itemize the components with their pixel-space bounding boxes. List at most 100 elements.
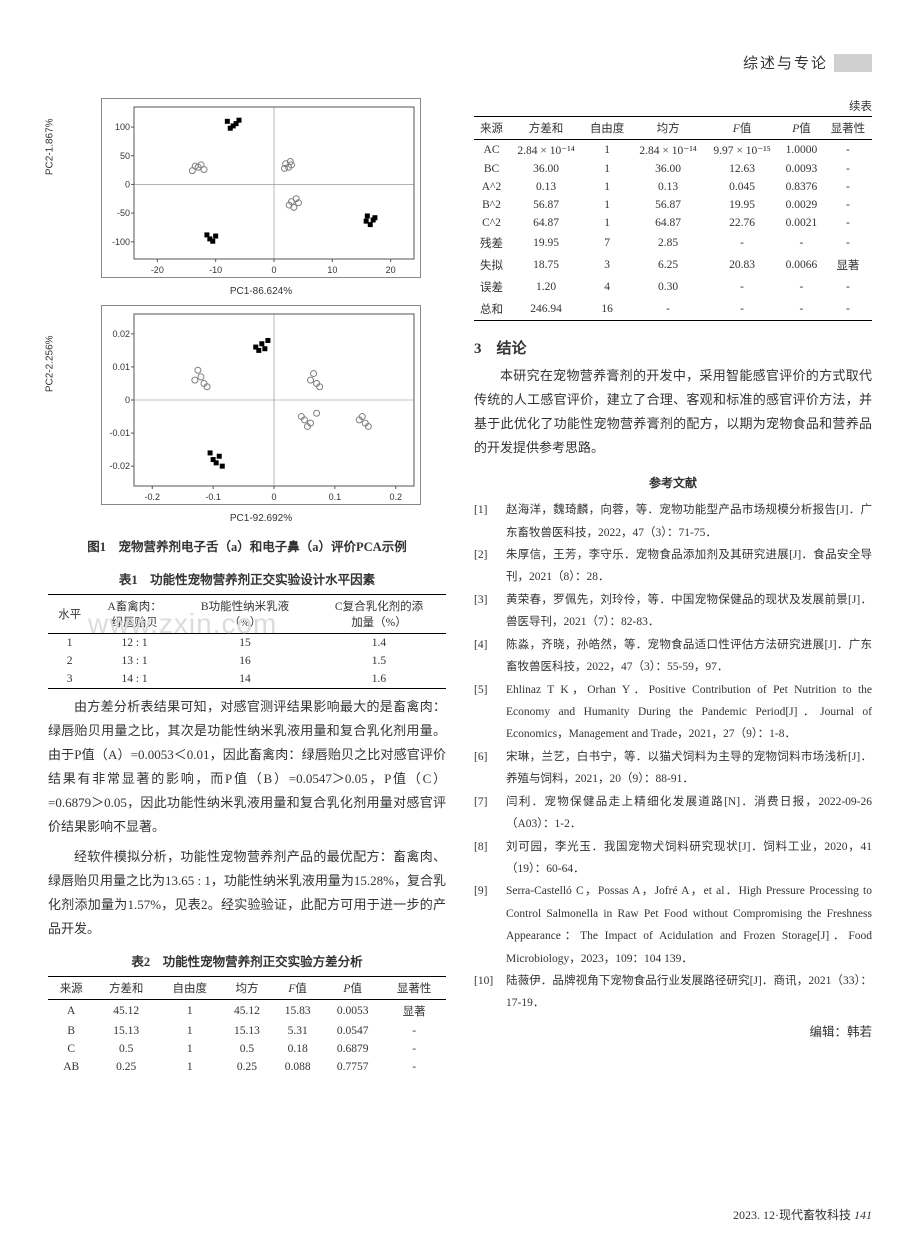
- table-header-cell: C复合乳化剂的添加量（%）: [312, 595, 446, 634]
- table-cell: 15.83: [272, 1000, 323, 1023]
- table-cell: AC: [474, 140, 509, 161]
- chart-a-xlabel: PC1-86.624%: [76, 286, 446, 297]
- reference-item: [1]赵海洋，魏琦麟，向蓉，等．宠物功能型产品市场规模分析报告[J]．广东畜牧兽…: [474, 499, 872, 544]
- table-cell: 56.87: [631, 196, 705, 214]
- table-cell: 36.00: [631, 160, 705, 178]
- footer-page: 141: [854, 1208, 872, 1222]
- table-cell: -: [382, 1058, 446, 1076]
- left-column: PC2-1.867% -20-1001020-100-50050100 PC1-…: [48, 98, 446, 1076]
- chart-b: -0.2-0.100.10.2-0.02-0.0100.010.02: [101, 305, 421, 505]
- table-header-cell: A畜禽肉：绿唇贻贝: [91, 595, 178, 634]
- chart-b-svg: -0.2-0.100.10.2-0.02-0.0100.010.02: [102, 306, 422, 506]
- svg-text:100: 100: [115, 122, 130, 132]
- reference-text: 赵海洋，魏琦麟，向蓉，等．宠物功能型产品市场规模分析报告[J]．广东畜牧兽医科技…: [506, 499, 872, 544]
- svg-text:10: 10: [327, 265, 337, 275]
- table-cell: 0.18: [272, 1040, 323, 1058]
- table-cell: A^2: [474, 178, 509, 196]
- table-cell: -: [824, 160, 872, 178]
- table-row: 残差19.9572.85---: [474, 232, 872, 254]
- table-cell: -: [824, 214, 872, 232]
- svg-text:-0.01: -0.01: [109, 428, 130, 438]
- table-cell: -: [824, 276, 872, 298]
- table-row: AB0.2510.250.0880.7757-: [48, 1058, 446, 1076]
- table3: 来源方差和自由度均方F值P值显著性 AC2.84 × 10⁻¹⁴12.84 × …: [474, 116, 872, 321]
- table-row: B^256.87156.8719.950.0029-: [474, 196, 872, 214]
- table-cell: 246.94: [509, 298, 583, 321]
- table-cell: -: [779, 232, 824, 254]
- table-cell: 0.13: [509, 178, 583, 196]
- reference-number: [8]: [474, 836, 500, 881]
- table-header-cell: P值: [779, 117, 824, 140]
- svg-text:-100: -100: [112, 237, 130, 247]
- reference-text: 陈淼，齐晓，孙皓然，等．宠物食品适口性评估方法研究进展[J]．广东畜牧兽医科技，…: [506, 634, 872, 679]
- table-cell: 1.0000: [779, 140, 824, 161]
- reference-text: 宋琳，兰艺，白书宁，等．以猫犬饲料为主导的宠物饲料市场浅析[J]．养殖与饲料，2…: [506, 746, 872, 791]
- paragraph-2: 经软件模拟分析，功能性宠物营养剂产品的最优配方：畜禽肉、绿唇贻贝用量之比为13.…: [48, 845, 446, 941]
- reference-number: [4]: [474, 634, 500, 679]
- section-3-body: 本研究在宠物营养膏剂的开发中，采用智能感官评价的方式取代传统的人工感官评价，建立…: [474, 364, 872, 460]
- header-block-icon: [834, 54, 872, 72]
- reference-item: [10]陆薇伊．品牌视角下宠物食品行业发展路径研究[J]．商讯，2021（33）…: [474, 970, 872, 1015]
- reference-number: [9]: [474, 880, 500, 970]
- table-cell: 64.87: [509, 214, 583, 232]
- table-cell: 0.088: [272, 1058, 323, 1076]
- table-cell: 12 : 1: [91, 634, 178, 653]
- table-cell: 显著: [824, 254, 872, 276]
- table-cell: 5.31: [272, 1022, 323, 1040]
- reference-number: [7]: [474, 791, 500, 836]
- svg-text:-20: -20: [151, 265, 164, 275]
- table-row: AC2.84 × 10⁻¹⁴12.84 × 10⁻¹⁴9.97 × 10⁻¹⁵1…: [474, 140, 872, 161]
- table-cell: -: [779, 298, 824, 321]
- section-3-title: 3 结论: [474, 337, 872, 358]
- svg-text:20: 20: [386, 265, 396, 275]
- table-header-cell: 水平: [48, 595, 91, 634]
- table-cell: 残差: [474, 232, 509, 254]
- table-cell: 1: [48, 634, 91, 653]
- table-cell: 0.7757: [323, 1058, 382, 1076]
- reference-number: [6]: [474, 746, 500, 791]
- table-cell: 9.97 × 10⁻¹⁵: [705, 140, 779, 161]
- chart-b-ylabel: PC2-2.256%: [45, 335, 56, 392]
- table-cell: 0.0093: [779, 160, 824, 178]
- table-header-cell: 自由度: [583, 117, 631, 140]
- table-row: 失拟18.7536.2520.830.0066显著: [474, 254, 872, 276]
- table3-continued: 续表: [474, 98, 872, 114]
- table-cell: 1.20: [509, 276, 583, 298]
- table-cell: 0.0547: [323, 1022, 382, 1040]
- references-list: [1]赵海洋，魏琦麟，向蓉，等．宠物功能型产品市场规模分析报告[J]．广东畜牧兽…: [474, 499, 872, 1015]
- table-row: C0.510.50.180.6879-: [48, 1040, 446, 1058]
- table-cell: 0.25: [94, 1058, 158, 1076]
- table-cell: 1: [158, 1022, 222, 1040]
- table-cell: 1: [158, 1000, 222, 1023]
- table-header-cell: 均方: [631, 117, 705, 140]
- footer-issue: 2023. 12·现代畜牧科技: [733, 1208, 851, 1222]
- chart-a: -20-1001020-100-50050100: [101, 98, 421, 278]
- table-cell: 15: [178, 634, 312, 653]
- table-cell: 45.12: [94, 1000, 158, 1023]
- table-cell: -: [705, 232, 779, 254]
- reference-item: [2]朱厚信，王芳，李守乐．宠物食品添加剂及其研究进展[J]．食品安全导刊，20…: [474, 544, 872, 589]
- table-cell: 2.84 × 10⁻¹⁴: [509, 140, 583, 161]
- table-cell: 1: [583, 178, 631, 196]
- table-cell: 0.13: [631, 178, 705, 196]
- two-column-layout: PC2-1.867% -20-1001020-100-50050100 PC1-…: [48, 98, 872, 1076]
- reference-text: Serra-Castelló C，Possas A，Jofré A，et al．…: [506, 880, 872, 970]
- table-row: 112 : 1151.4: [48, 634, 446, 653]
- reference-number: [1]: [474, 499, 500, 544]
- table-cell: -: [382, 1040, 446, 1058]
- table-row: 213 : 1161.5: [48, 652, 446, 670]
- table-cell: -: [779, 276, 824, 298]
- table-cell: 56.87: [509, 196, 583, 214]
- table-cell: 0.30: [631, 276, 705, 298]
- table-cell: -: [382, 1022, 446, 1040]
- svg-text:50: 50: [120, 151, 130, 161]
- reference-number: [5]: [474, 679, 500, 746]
- table-cell: 1: [583, 140, 631, 161]
- table-cell: 18.75: [509, 254, 583, 276]
- table-cell: 22.76: [705, 214, 779, 232]
- table-cell: 0.0021: [779, 214, 824, 232]
- svg-text:0: 0: [125, 395, 130, 405]
- table-cell: 1.5: [312, 652, 446, 670]
- editor-line: 编辑：韩若: [474, 1021, 872, 1040]
- table-row: B15.13115.135.310.0547-: [48, 1022, 446, 1040]
